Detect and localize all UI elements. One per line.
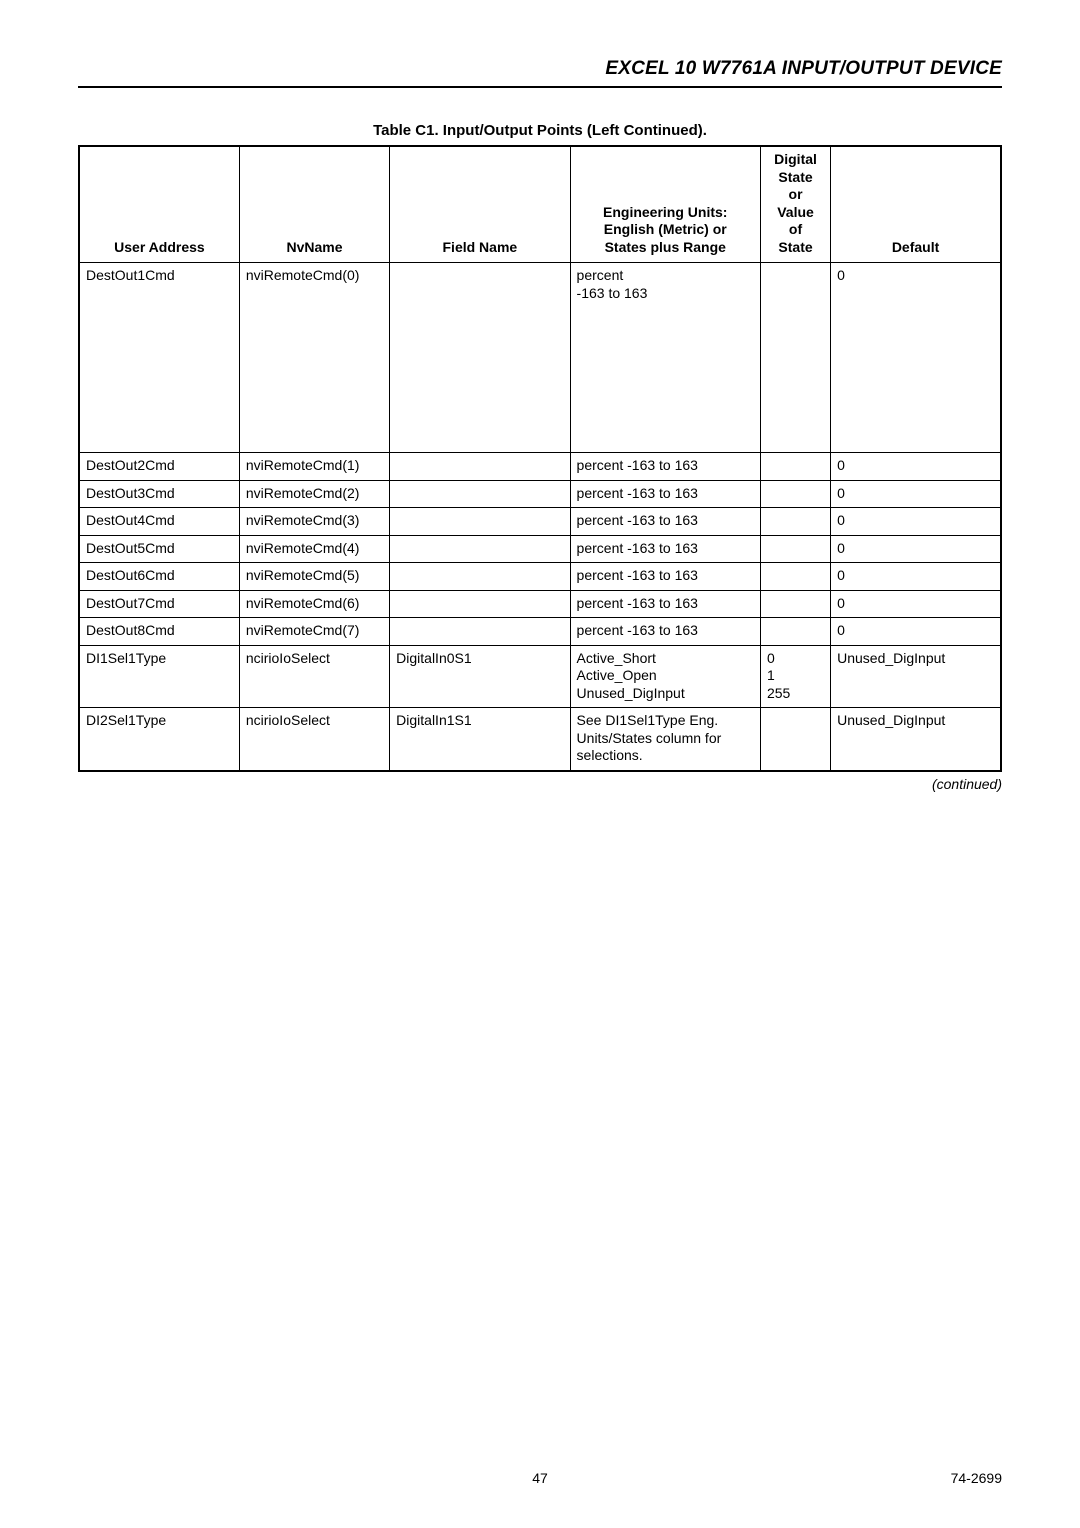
cell-default: 0 <box>831 563 1001 591</box>
cell-field-name: DigitalIn1S1 <box>390 708 570 771</box>
cell-default: 0 <box>831 508 1001 536</box>
cell-field-name <box>390 563 570 591</box>
cell-user-address: DestOut8Cmd <box>79 618 239 646</box>
cell-user-address: DestOut3Cmd <box>79 480 239 508</box>
col-nvname: NvName <box>239 146 389 263</box>
table-caption: Table C1. Input/Output Points (Left Cont… <box>78 122 1002 139</box>
table-row: DestOut6CmdnviRemoteCmd(5) percent -163 t… <box>79 563 1001 591</box>
col-digital-state: Digital State or Value of State <box>760 146 830 263</box>
cell-units: percent -163 to 163 <box>570 590 760 618</box>
cell-user-address: DestOut5Cmd <box>79 535 239 563</box>
cell-units: percent -163 to 163 <box>570 535 760 563</box>
cell-default: 0 <box>831 263 1001 453</box>
col-eng-units: Engineering Units: English (Metric) or S… <box>570 146 760 263</box>
cell-state <box>760 563 830 591</box>
cell-units: percent -163 to 163 <box>570 480 760 508</box>
continued-label: (continued) <box>78 776 1002 792</box>
cell-state <box>760 508 830 536</box>
cell-field-name <box>390 618 570 646</box>
cell-state <box>760 535 830 563</box>
cell-user-address: DestOut4Cmd <box>79 508 239 536</box>
title-rule <box>78 86 1002 88</box>
cell-nvname: nviRemoteCmd(2) <box>239 480 389 508</box>
cell-nvname: nviRemoteCmd(5) <box>239 563 389 591</box>
cell-units: See DI1Sel1Type Eng. Units/States column… <box>570 708 760 771</box>
cell-default: 0 <box>831 453 1001 481</box>
cell-units: percent -163 to 163 <box>570 453 760 481</box>
cell-field-name <box>390 480 570 508</box>
cell-nvname: nviRemoteCmd(4) <box>239 535 389 563</box>
cell-state <box>760 590 830 618</box>
document-title: EXCEL 10 W7761A INPUT/OUTPUT DEVICE <box>78 58 1002 80</box>
cell-units: percent -163 to 163 <box>570 563 760 591</box>
page-footer: 47 74-2699 <box>78 1470 1002 1486</box>
cell-default: 0 <box>831 535 1001 563</box>
table-row: DestOut7CmdnviRemoteCmd(6) percent -163 t… <box>79 590 1001 618</box>
page: EXCEL 10 W7761A INPUT/OUTPUT DEVICE Tabl… <box>0 0 1080 1528</box>
cell-default: 0 <box>831 618 1001 646</box>
table-row: DI1Sel1TypencirioIoSelectDigitalIn0S1Act… <box>79 645 1001 708</box>
cell-nvname: ncirioIoSelect <box>239 645 389 708</box>
table-header: User Address NvName Field Name Engineeri… <box>79 146 1001 263</box>
table-body: DestOut1CmdnviRemoteCmd(0) percent -163 t… <box>79 263 1001 771</box>
io-points-table: User Address NvName Field Name Engineeri… <box>78 145 1002 772</box>
cell-state <box>760 618 830 646</box>
cell-user-address: DI1Sel1Type <box>79 645 239 708</box>
cell-units: Active_Short Active_Open Unused_DigInput <box>570 645 760 708</box>
table-row: DestOut8CmdnviRemoteCmd(7) percent -163 t… <box>79 618 1001 646</box>
cell-field-name <box>390 535 570 563</box>
cell-user-address: DestOut7Cmd <box>79 590 239 618</box>
cell-units: percent -163 to 163 <box>570 508 760 536</box>
table-row: DestOut3CmdnviRemoteCmd(2) percent -163 t… <box>79 480 1001 508</box>
cell-default: Unused_DigInput <box>831 708 1001 771</box>
cell-field-name: DigitalIn0S1 <box>390 645 570 708</box>
cell-field-name <box>390 508 570 536</box>
col-user-address: User Address <box>79 146 239 263</box>
cell-user-address: DestOut1Cmd <box>79 263 239 453</box>
cell-nvname: nviRemoteCmd(7) <box>239 618 389 646</box>
cell-nvname: ncirioIoSelect <box>239 708 389 771</box>
cell-units: percent -163 to 163 <box>570 263 760 453</box>
cell-user-address: DestOut2Cmd <box>79 453 239 481</box>
col-field-name: Field Name <box>390 146 570 263</box>
col-default: Default <box>831 146 1001 263</box>
cell-user-address: DestOut6Cmd <box>79 563 239 591</box>
table-row: DI2Sel1TypencirioIoSelectDigitalIn1S1See… <box>79 708 1001 771</box>
cell-field-name <box>390 453 570 481</box>
cell-field-name <box>390 590 570 618</box>
table-row: DestOut2CmdnviRemoteCmd(1) percent -163 t… <box>79 453 1001 481</box>
cell-units: percent -163 to 163 <box>570 618 760 646</box>
cell-state <box>760 480 830 508</box>
cell-default: 0 <box>831 480 1001 508</box>
page-number: 47 <box>78 1470 1002 1486</box>
cell-state <box>760 263 830 453</box>
cell-nvname: nviRemoteCmd(6) <box>239 590 389 618</box>
cell-state <box>760 708 830 771</box>
cell-default: 0 <box>831 590 1001 618</box>
cell-nvname: nviRemoteCmd(3) <box>239 508 389 536</box>
cell-nvname: nviRemoteCmd(0) <box>239 263 389 453</box>
cell-default: Unused_DigInput <box>831 645 1001 708</box>
table-row: DestOut4CmdnviRemoteCmd(3) percent -163 t… <box>79 508 1001 536</box>
cell-nvname: nviRemoteCmd(1) <box>239 453 389 481</box>
table-row: DestOut1CmdnviRemoteCmd(0) percent -163 t… <box>79 263 1001 453</box>
cell-user-address: DI2Sel1Type <box>79 708 239 771</box>
cell-field-name <box>390 263 570 453</box>
table-row: DestOut5CmdnviRemoteCmd(4) percent -163 t… <box>79 535 1001 563</box>
cell-state: 0 1 255 <box>760 645 830 708</box>
doc-number: 74-2699 <box>951 1470 1002 1486</box>
cell-state <box>760 453 830 481</box>
